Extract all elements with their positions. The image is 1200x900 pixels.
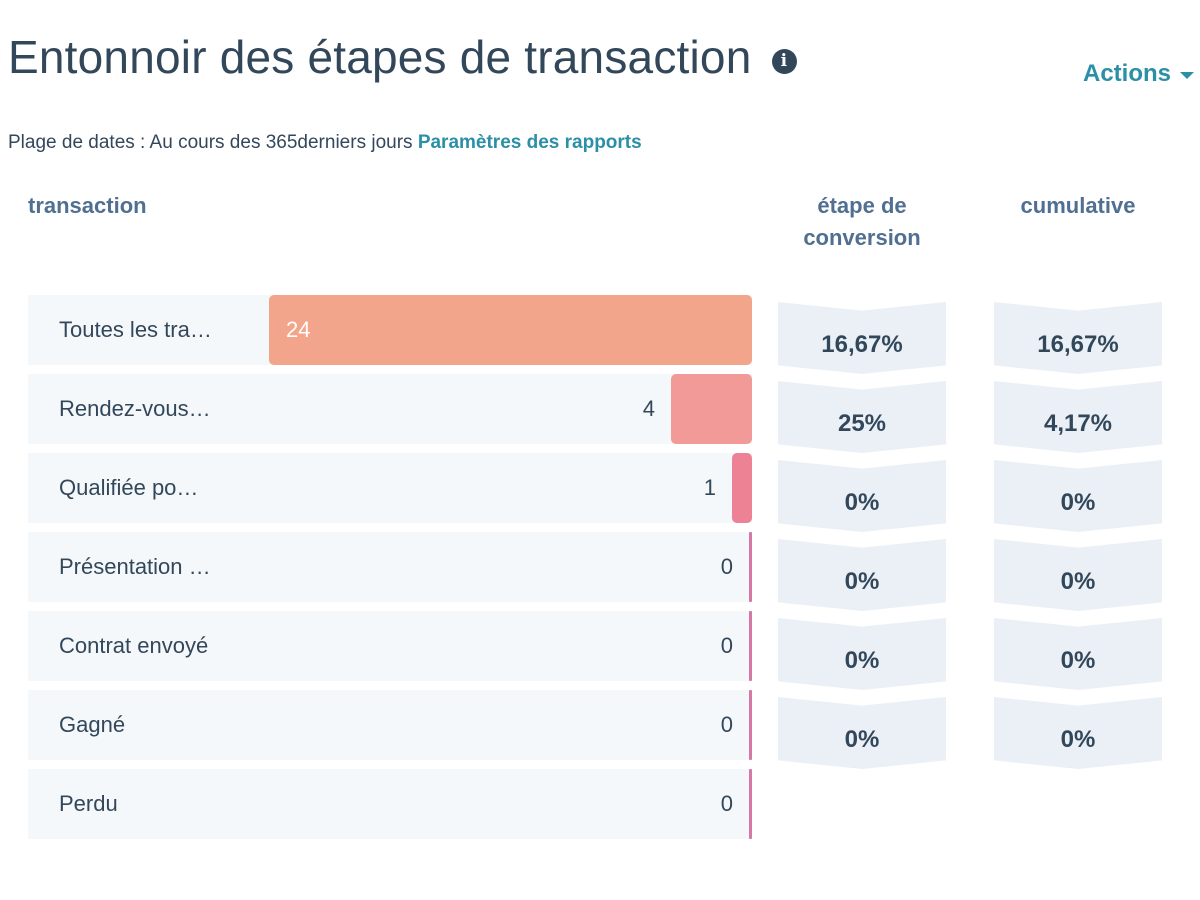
cumulative-chevron: 0% <box>994 460 1162 532</box>
report-settings-link[interactable]: Paramètres des rapports <box>417 132 642 153</box>
funnel-row[interactable]: Rendez-vous… 4 <box>28 374 752 444</box>
funnel-bar[interactable] <box>671 374 752 444</box>
actions-dropdown[interactable]: Actions <box>1083 60 1194 88</box>
chevron-down-icon <box>1180 71 1194 79</box>
cumulative-value: 0% <box>1060 726 1096 753</box>
cumulative-value: 0% <box>1060 647 1096 674</box>
step-conversion-chevron: 0% <box>778 539 946 611</box>
step-conversion-chevron: 0% <box>778 618 946 690</box>
step-conversion-value: 16,67% <box>821 331 903 358</box>
funnel-bar[interactable] <box>749 690 752 760</box>
cumulative-value: 16,67% <box>1037 331 1119 358</box>
funnel-row-label: Gagné <box>59 712 126 737</box>
cumulative-chevron: 0% <box>994 539 1162 611</box>
page-title: Entonnoir des étapes de transaction i <box>8 30 797 84</box>
cumulative-chevron: 0% <box>994 697 1162 769</box>
funnel-bar[interactable] <box>749 769 752 839</box>
cumulative-value: 0% <box>1060 489 1096 516</box>
funnel-bar-value: 4 <box>642 396 655 421</box>
funnel-bar-value: 0 <box>720 633 733 658</box>
cumulative-chevron: 0% <box>994 618 1162 690</box>
step-conversion-chevron: 0% <box>778 460 946 532</box>
column-header-cumulative: cumulative <box>1020 193 1136 218</box>
funnel-bar-value: 0 <box>720 712 733 737</box>
date-range-filter: Plage de dates : Au cours des 365dernier… <box>8 132 642 154</box>
funnel-row-label: Qualifiée po… <box>59 475 199 500</box>
step-conversion-value: 0% <box>844 647 880 674</box>
column-header-step-line2: conversion <box>803 225 921 250</box>
funnel-row[interactable]: Présentation … 0 <box>28 532 752 602</box>
funnel-row-label: Rendez-vous… <box>59 396 211 421</box>
cumulative-value: 0% <box>1060 568 1096 595</box>
funnel-row-label: Contrat envoyé <box>59 633 209 658</box>
funnel-row-label: Présentation … <box>59 554 211 579</box>
date-range-text: Plage de dates : Au cours des 365dernier… <box>8 132 413 153</box>
step-conversion-value: 0% <box>844 726 880 753</box>
funnel-row[interactable]: Toutes les tra… 24 <box>28 295 752 365</box>
actions-label: Actions <box>1082 60 1171 87</box>
funnel-bar-value: 0 <box>720 554 733 579</box>
funnel-bar-value: 24 <box>286 317 311 342</box>
funnel-row[interactable]: Qualifiée po… 1 <box>28 453 752 523</box>
step-conversion-chevron: 25% <box>778 381 946 453</box>
funnel-bar[interactable] <box>749 611 752 681</box>
column-header-step-conversion: étape de conversion <box>778 190 946 254</box>
step-conversion-chevron: 0% <box>778 697 946 769</box>
funnel-bar-value: 1 <box>703 475 716 500</box>
cumulative-chevron: 4,17% <box>994 381 1162 453</box>
funnel-row[interactable]: Contrat envoyé 0 <box>28 611 752 681</box>
column-header-transaction: transaction <box>28 193 147 218</box>
funnel-row[interactable]: Gagné 0 <box>28 690 752 760</box>
info-icon[interactable]: i <box>771 48 797 74</box>
column-header-step-line1: étape de <box>817 193 907 218</box>
funnel-bar-value: 0 <box>720 791 733 816</box>
cumulative-value: 4,17% <box>1043 410 1113 437</box>
step-conversion-chevron: 16,67% <box>778 302 946 374</box>
step-conversion-value: 0% <box>844 568 880 595</box>
step-conversion-value: 25% <box>837 410 887 437</box>
funnel-bar[interactable] <box>732 453 752 523</box>
funnel-bar[interactable] <box>749 532 752 602</box>
funnel-row[interactable]: Perdu 0 <box>28 769 752 839</box>
funnel-bar[interactable]: 24 <box>269 295 752 365</box>
cumulative-chevron: 16,67% <box>994 302 1162 374</box>
page-title-text: Entonnoir des étapes de transaction <box>8 31 752 83</box>
step-conversion-value: 0% <box>844 489 880 516</box>
funnel-row-label: Perdu <box>59 791 118 816</box>
funnel-row-label: Toutes les tra… <box>59 317 212 342</box>
